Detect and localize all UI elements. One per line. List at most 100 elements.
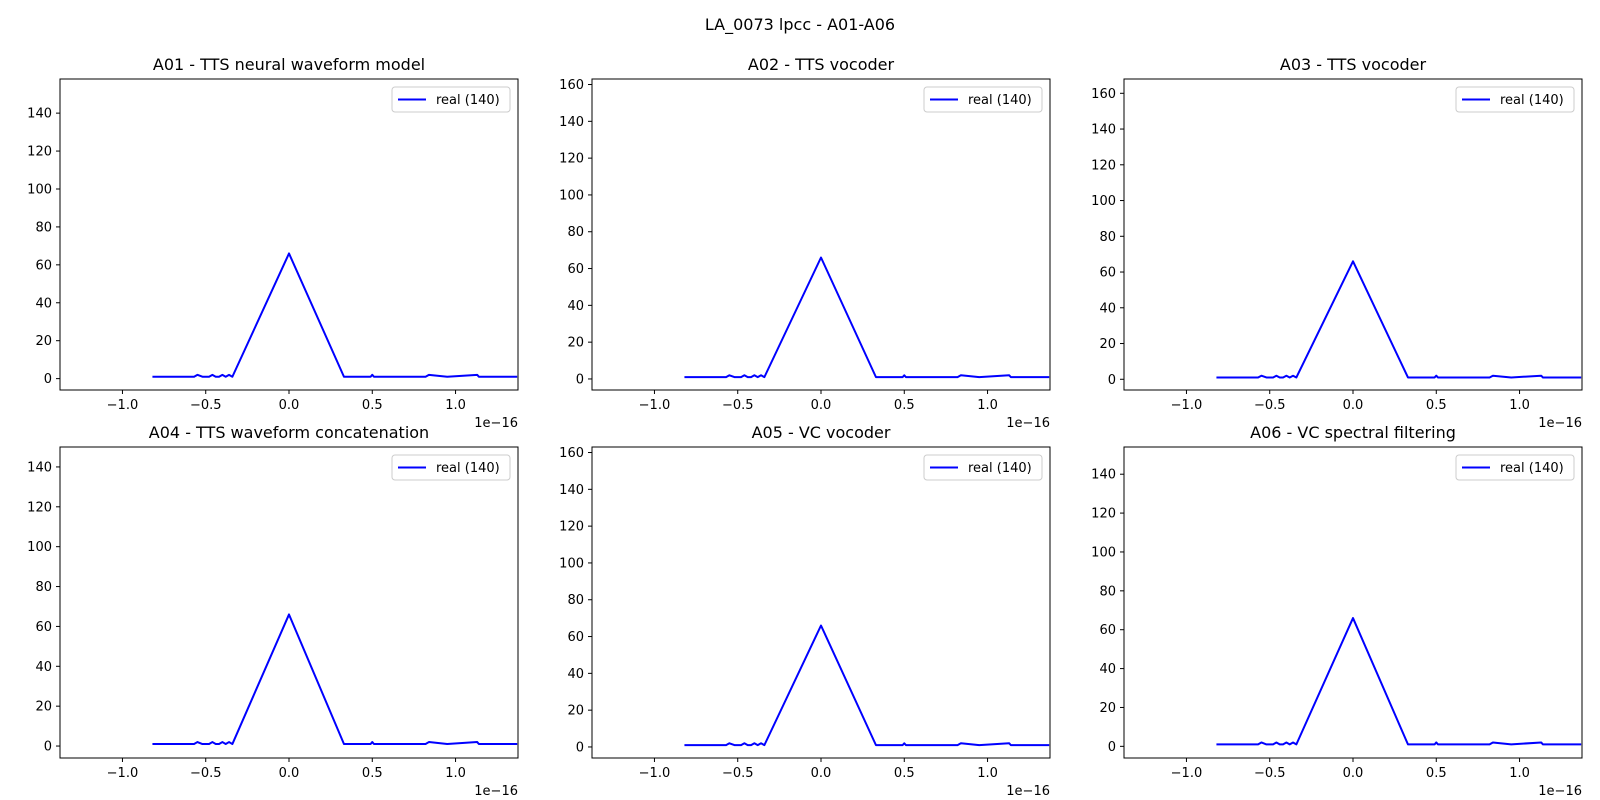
x-tick-label: −1.0 [107,766,139,781]
subplot-title: A03 - TTS vocoder [1280,55,1427,74]
x-tick-label: −1.0 [639,766,671,781]
y-tick-label: 80 [567,225,584,240]
x-tick-label: −1.0 [107,398,139,413]
legend: real (140) [923,86,1043,113]
subplot-title: A04 - TTS waveform concatenation [149,423,429,442]
y-tick-label: 100 [1091,545,1116,560]
x-tick-label: −0.5 [190,398,222,413]
subplot-title: A05 - VC vocoder [752,423,891,442]
x-tick-label: −0.5 [722,398,754,413]
x-tick-label: −1.0 [1171,766,1203,781]
x-tick-label: 0.5 [1426,398,1447,413]
x-offset-label: 1e−16 [474,784,518,799]
y-tick-label: 0 [44,740,52,755]
legend: real (140) [923,454,1043,481]
legend-label: real (140) [968,461,1032,476]
y-tick-label: 0 [1108,740,1116,755]
y-tick-label: 140 [559,115,584,130]
legend-label: real (140) [968,93,1032,108]
x-tick-label: 0.5 [1426,766,1447,781]
y-tick-label: 80 [35,580,52,595]
y-tick-label: 60 [35,258,52,273]
y-tick-label: 0 [1108,373,1116,388]
legend-label: real (140) [436,461,500,476]
subplot-3: A03 - TTS vocoder −1.0 −0.5 0.0 0.5 1.0 0 20 40 6… [1091,55,1583,431]
x-offset-label: 1e−16 [474,416,518,431]
x-tick-label: −0.5 [1254,766,1286,781]
y-tick-label: 100 [27,540,52,555]
legend: real (140) [391,454,511,481]
legend-box [923,454,1043,481]
x-tick-label: 1.0 [977,766,998,781]
legend-label: real (140) [1500,461,1564,476]
y-tick-label: 20 [567,704,584,719]
x-tick-label: 1.0 [445,398,466,413]
x-offset-label: 1e−16 [1006,784,1050,799]
y-tick-label: 40 [567,299,584,314]
y-tick-label: 140 [27,460,52,475]
legend: real (140) [391,86,511,113]
legend-box [1455,454,1575,481]
legend: real (140) [1455,86,1575,113]
y-tick-label: 20 [35,700,52,715]
y-tick-label: 60 [35,620,52,635]
y-tick-label: 80 [567,593,584,608]
y-tick-label: 40 [1099,301,1116,316]
y-tick-label: 40 [1099,662,1116,677]
series-line-1 [152,613,518,746]
x-tick-label: −0.5 [722,766,754,781]
series-line-1 [1216,617,1582,746]
y-tick-label: 100 [559,556,584,571]
subplot-6: A06 - VC spectral filtering −1.0 −0.5 0.0 0.… [1091,423,1583,799]
y-tick-label: 20 [1099,337,1116,352]
x-tick-label: −0.5 [1254,398,1286,413]
x-tick-label: 0.0 [279,398,300,413]
legend: real (140) [1455,454,1575,481]
subplot-title: A02 - TTS vocoder [748,55,895,74]
x-tick-label: −0.5 [190,766,222,781]
x-tick-label: 0.5 [894,766,915,781]
y-tick-label: 40 [35,660,52,675]
y-tick-label: 80 [1099,584,1116,599]
y-tick-label: 100 [27,182,52,197]
y-tick-label: 20 [35,334,52,349]
x-offset-label: 1e−16 [1006,416,1050,431]
y-tick-label: 80 [1099,230,1116,245]
y-tick-label: 0 [44,372,52,387]
legend-box [391,86,511,113]
y-tick-label: 40 [35,296,52,311]
y-tick-label: 100 [1091,194,1116,209]
legend-box [391,454,511,481]
y-tick-label: 0 [576,740,584,755]
x-tick-label: 0.0 [1343,766,1364,781]
x-tick-label: 1.0 [1509,398,1530,413]
x-offset-label: 1e−16 [1538,784,1582,799]
subplot-2: A02 - TTS vocoder −1.0 −0.5 0.0 0.5 1.0 0 20 40 6… [559,55,1051,431]
subplot-title: A06 - VC spectral filtering [1250,423,1456,442]
x-tick-label: −1.0 [639,398,671,413]
y-tick-label: 0 [576,372,584,387]
y-tick-label: 140 [559,483,584,498]
y-tick-label: 140 [1091,123,1116,138]
y-tick-label: 120 [27,145,52,160]
x-offset-label: 1e−16 [1538,416,1582,431]
y-tick-label: 160 [559,78,584,93]
x-tick-label: 0.0 [1343,398,1364,413]
y-tick-label: 120 [1091,507,1116,522]
y-tick-label: 60 [1099,266,1116,281]
x-tick-label: 1.0 [445,766,466,781]
legend-box [923,86,1043,113]
x-tick-label: 0.0 [811,398,832,413]
x-tick-label: 1.0 [977,398,998,413]
legend-label: real (140) [436,93,500,108]
x-tick-label: 0.5 [894,398,915,413]
y-tick-label: 20 [567,336,584,351]
legend-label: real (140) [1500,93,1564,108]
y-tick-label: 60 [567,630,584,645]
y-tick-label: 140 [1091,468,1116,483]
y-tick-label: 60 [567,262,584,277]
series-line-1 [152,252,518,378]
y-tick-label: 120 [1091,158,1116,173]
y-tick-label: 120 [559,152,584,167]
